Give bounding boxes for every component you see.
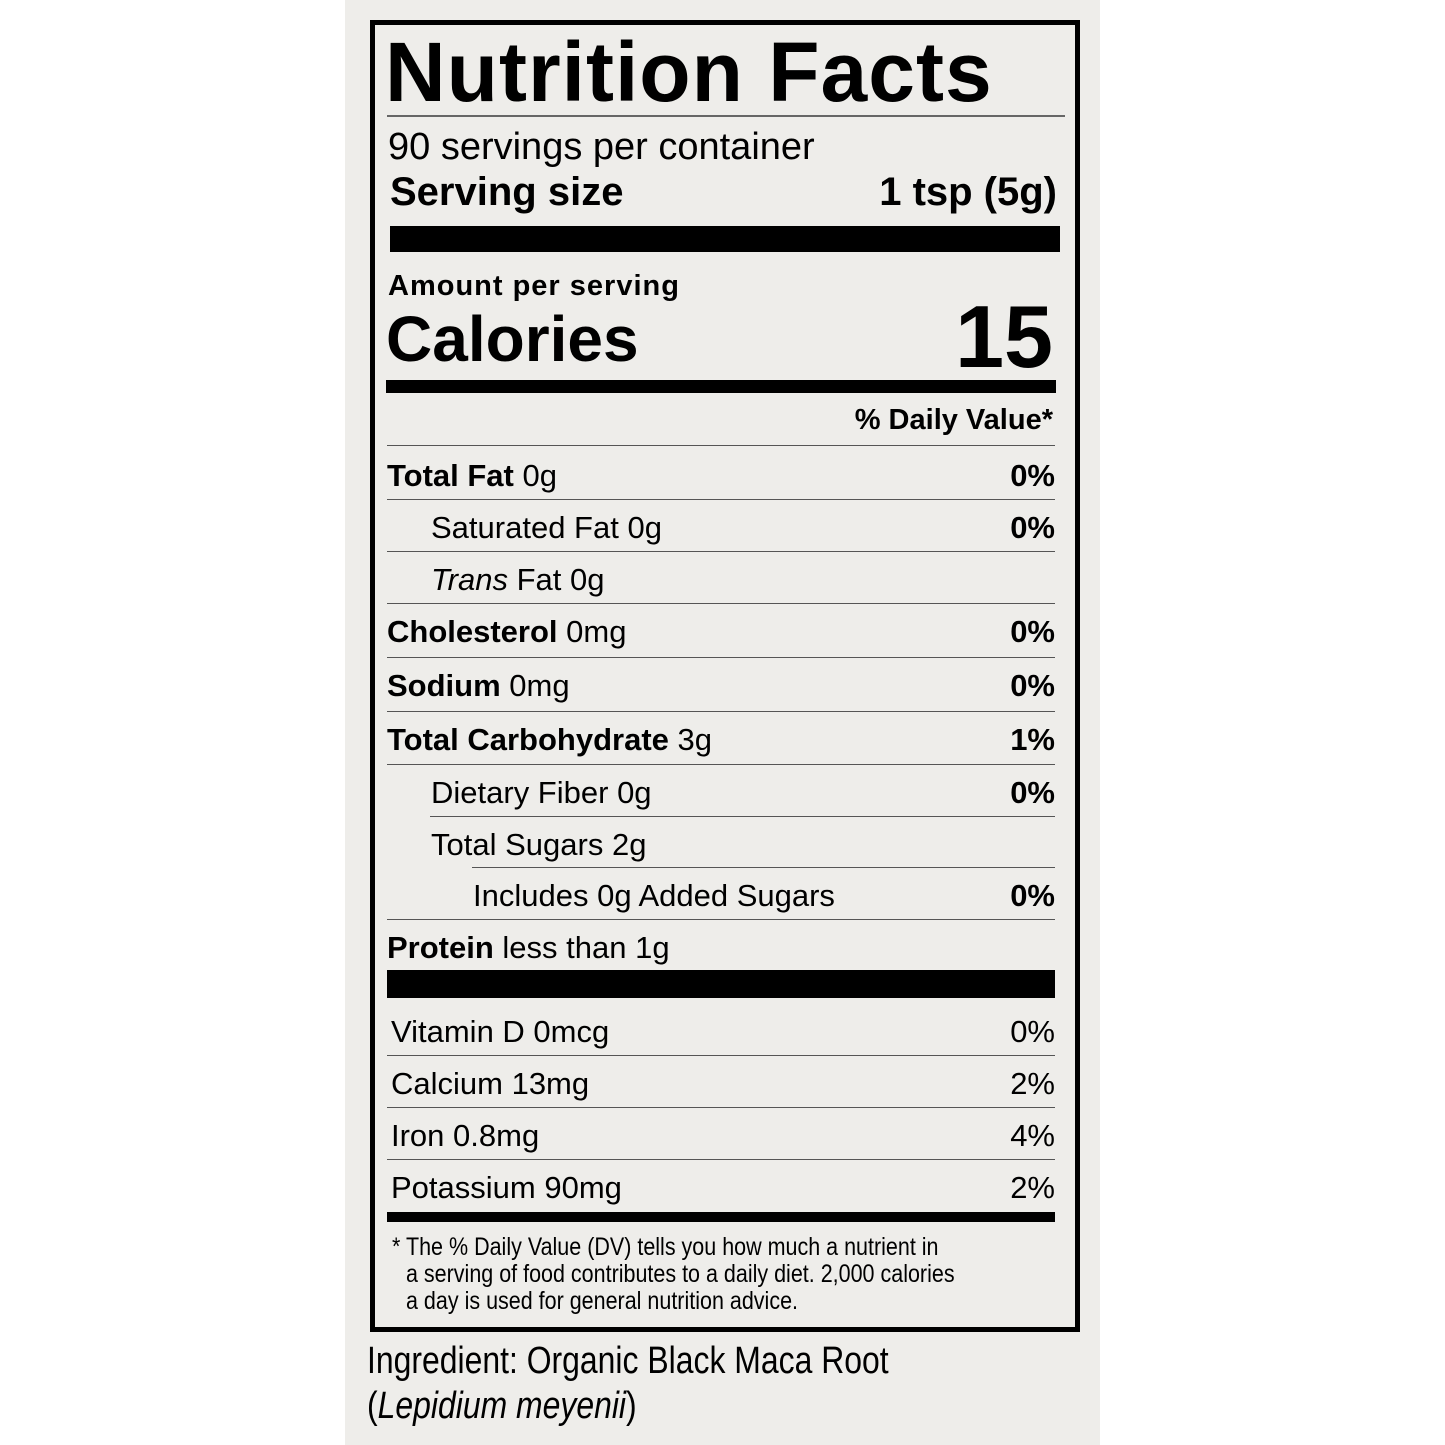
serving-size-value: 1 tsp (5g) <box>879 170 1057 214</box>
paren: ) <box>626 1385 637 1427</box>
nutrient-name: Cholesterol 0mg <box>387 614 626 650</box>
divider <box>387 657 1055 658</box>
calories-value: 15 <box>955 287 1053 386</box>
label-title: Nutrition Facts <box>385 25 993 119</box>
nutrient-row: Total Fat 0g 0% <box>387 448 1055 500</box>
nutrient-name: Total Carbohydrate 3g <box>387 722 712 758</box>
vitamin-name: Iron 0.8mg <box>391 1118 540 1153</box>
nutrient-label: Cholesterol <box>387 614 558 649</box>
vitamin-name: Vitamin D 0mcg <box>391 1014 610 1049</box>
divider <box>387 115 1065 117</box>
divider <box>387 1055 1055 1056</box>
footnote-line: a serving of food contributes to a daily… <box>406 1260 955 1288</box>
nutrient-daily-value: 0% <box>1010 510 1055 545</box>
divider <box>387 1159 1055 1160</box>
vitamin-daily-value: 0% <box>1010 1014 1055 1049</box>
nutrient-daily-value: 0% <box>1010 668 1055 703</box>
nutrient-daily-value: 1% <box>1010 722 1055 757</box>
nutrient-name: Dietary Fiber 0g <box>431 775 652 811</box>
divider <box>387 603 1055 604</box>
divider <box>387 764 1055 765</box>
nutrient-amount: 0g <box>570 562 605 597</box>
nutrient-name: Includes 0g Added Sugars <box>473 878 835 914</box>
nutrient-row: Cholesterol 0mg 0% <box>387 604 1055 656</box>
thick-divider <box>390 226 1060 252</box>
nutrient-label: Saturated Fat <box>431 510 619 545</box>
divider <box>387 551 1055 552</box>
nutrient-label: Dietary Fiber <box>431 775 609 810</box>
vitamin-name: Potassium 90mg <box>391 1170 622 1205</box>
nutrient-label: Protein <box>387 930 494 965</box>
servings-per-container: 90 servings per container <box>388 126 815 168</box>
vitamin-name: Calcium 13mg <box>391 1066 590 1101</box>
nutrient-amount: 2g <box>611 827 647 862</box>
nutrient-amount: 0mg <box>509 668 570 703</box>
vitamin-daily-value: 2% <box>1010 1170 1055 1205</box>
vitamin-daily-value: 2% <box>1010 1066 1055 1101</box>
medium-divider <box>386 380 1056 393</box>
ingredient-text: Ingredient: Organic Black Maca Root <box>367 1340 889 1382</box>
ingredient-latin-name: (Lepidium meyenii) <box>367 1385 637 1428</box>
nutrient-amount: 0g <box>627 510 662 545</box>
nutrient-row: Includes 0g Added Sugars 0% <box>387 868 1055 920</box>
latin-name: Lepidium meyenii <box>377 1385 627 1427</box>
nutrient-name: Total Sugars 2g <box>431 827 646 863</box>
nutrient-row: Sodium 0mg 0% <box>387 658 1055 710</box>
nutrient-name: Protein less than 1g <box>387 930 670 966</box>
divider <box>387 1107 1055 1108</box>
calories-label: Calories <box>386 303 639 375</box>
divider <box>387 711 1055 712</box>
amount-per-serving: Amount per serving <box>388 270 680 302</box>
nutrient-row: Protein less than 1g <box>387 920 1055 972</box>
nutrition-facts-box <box>370 20 1080 1332</box>
nutrient-daily-value: 0% <box>1010 458 1055 493</box>
vitamin-row: Iron 0.8mg 4% <box>387 1108 1055 1160</box>
nutrient-label: Trans <box>431 562 508 597</box>
nutrient-label: Total Fat <box>387 458 514 493</box>
vitamin-row: Potassium 90mg 2% <box>387 1160 1055 1212</box>
footnote-line: * The % Daily Value (DV) tells you how m… <box>392 1233 939 1261</box>
nutrient-name: Saturated Fat 0g <box>431 510 662 546</box>
medium-divider <box>387 1212 1055 1222</box>
nutrient-row: Total Carbohydrate 3g 1% <box>387 712 1055 764</box>
nutrient-row: Trans Fat 0g <box>387 552 1055 604</box>
vitamin-row: Vitamin D 0mcg 0% <box>387 1004 1055 1056</box>
nutrient-amount: less than 1g <box>502 930 670 965</box>
paren: ( <box>367 1385 378 1427</box>
footnote-line: a day is used for general nutrition advi… <box>406 1287 799 1315</box>
nutrient-row: Total Sugars 2g <box>387 817 1055 869</box>
nutrient-amount: 3g <box>677 722 713 757</box>
nutrient-daily-value: 0% <box>1010 614 1055 649</box>
nutrient-label-suffix: Fat <box>516 562 562 597</box>
nutrient-amount: 0g <box>522 458 557 493</box>
divider <box>430 816 1055 817</box>
nutrient-row: Dietary Fiber 0g 0% <box>387 765 1055 817</box>
vitamin-daily-value: 4% <box>1010 1118 1055 1153</box>
nutrient-row: Saturated Fat 0g 0% <box>387 500 1055 552</box>
divider <box>387 499 1055 500</box>
nutrient-name: Sodium 0mg <box>387 668 570 704</box>
divider <box>472 867 1055 868</box>
nutrient-label: Sodium <box>387 668 501 703</box>
divider <box>387 919 1055 920</box>
nutrient-name: Total Fat 0g <box>387 458 557 494</box>
nutrient-daily-value: 0% <box>1010 775 1055 810</box>
serving-size-label: Serving size <box>390 170 624 214</box>
nutrient-label: Total Carbohydrate <box>387 722 669 757</box>
nutrient-label: Includes 0g Added Sugars <box>473 878 835 913</box>
nutrient-amount: 0mg <box>566 614 627 649</box>
nutrient-amount: 0g <box>617 775 652 810</box>
thick-divider <box>387 970 1055 998</box>
nutrient-daily-value: 0% <box>1010 878 1055 913</box>
daily-value-header: % Daily Value* <box>854 404 1053 436</box>
vitamin-row: Calcium 13mg 2% <box>387 1056 1055 1108</box>
divider <box>387 445 1055 446</box>
nutrient-name: Trans Fat 0g <box>431 562 604 598</box>
nutrient-label: Total Sugars <box>431 827 604 862</box>
